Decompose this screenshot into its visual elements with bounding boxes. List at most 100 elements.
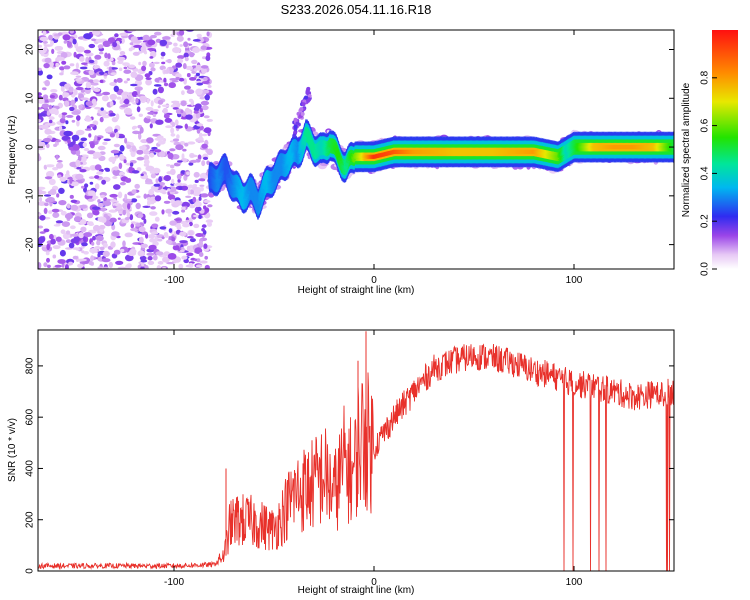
noise-speckle bbox=[94, 59, 98, 65]
noise-speckle bbox=[50, 40, 54, 46]
noise-speckle bbox=[79, 66, 88, 70]
noise-speckle bbox=[81, 62, 88, 65]
noise-speckle bbox=[72, 255, 79, 260]
noise-speckle bbox=[159, 226, 167, 230]
noise-speckle bbox=[74, 216, 82, 222]
noise-speckle bbox=[124, 232, 133, 238]
noise-speckle bbox=[38, 186, 46, 190]
noise-speckle bbox=[99, 51, 104, 55]
noise-speckle bbox=[110, 241, 116, 248]
noise-speckle bbox=[75, 46, 85, 53]
noise-speckle bbox=[199, 184, 205, 187]
noise-speckle bbox=[99, 116, 104, 123]
noise-speckle bbox=[48, 104, 53, 110]
noise-speckle bbox=[64, 83, 70, 89]
noise-speckle bbox=[95, 38, 104, 43]
noise-speckle bbox=[123, 159, 127, 164]
noise-speckle bbox=[61, 114, 66, 119]
noise-speckle bbox=[146, 252, 155, 256]
y-tick-label: 800 bbox=[25, 357, 36, 374]
noise-speckle bbox=[166, 164, 171, 167]
colorbar-tick-label: 0.4 bbox=[700, 166, 711, 180]
noise-speckle bbox=[164, 118, 172, 123]
noise-speckle bbox=[201, 81, 210, 85]
noise-speckle bbox=[188, 162, 194, 166]
noise-speckle bbox=[72, 144, 80, 151]
x-tick-label: 100 bbox=[566, 577, 583, 588]
noise-speckle bbox=[198, 214, 202, 219]
noise-speckle bbox=[109, 82, 117, 86]
noise-speckle bbox=[181, 201, 190, 208]
noise-speckle bbox=[108, 261, 114, 268]
y-tick-label: 400 bbox=[25, 460, 36, 477]
noise-speckle bbox=[130, 150, 136, 158]
noise-speckle bbox=[184, 142, 189, 147]
noise-speckle bbox=[52, 167, 59, 171]
noise-speckle bbox=[150, 100, 154, 107]
noise-speckle bbox=[108, 66, 112, 73]
noise-speckle bbox=[88, 69, 95, 76]
noise-speckle bbox=[178, 186, 183, 191]
noise-speckle bbox=[206, 160, 210, 166]
noise-speckle bbox=[144, 265, 149, 269]
noise-speckle bbox=[196, 258, 201, 263]
noise-speckle bbox=[138, 61, 142, 66]
noise-speckle bbox=[78, 258, 87, 262]
snr-series bbox=[38, 331, 674, 571]
noise-speckle bbox=[64, 100, 70, 107]
noise-speckle bbox=[102, 141, 108, 146]
noise-speckle bbox=[102, 91, 111, 96]
noise-speckle bbox=[152, 167, 161, 174]
noise-speckle bbox=[199, 260, 208, 264]
noise-speckle bbox=[119, 32, 129, 36]
noise-speckle bbox=[75, 247, 80, 251]
noise-speckle bbox=[92, 30, 101, 36]
noise-speckle bbox=[163, 77, 167, 83]
noise-speckle bbox=[180, 249, 185, 252]
noise-speckle bbox=[154, 31, 162, 36]
noise-speckle bbox=[179, 44, 183, 47]
noise-speckle bbox=[113, 85, 120, 93]
noise-speckle bbox=[154, 216, 160, 222]
noise-speckle bbox=[131, 145, 137, 152]
noise-speckle bbox=[195, 64, 202, 71]
noise-speckle bbox=[153, 61, 160, 65]
noise-speckle bbox=[111, 231, 120, 237]
noise-speckle bbox=[50, 89, 58, 93]
noise-speckle bbox=[61, 221, 71, 228]
noise-speckle bbox=[53, 143, 58, 147]
colorbar-label: Normalized spectral amplitude bbox=[681, 82, 692, 217]
noise-speckle bbox=[60, 210, 67, 216]
noise-speckle bbox=[189, 238, 196, 243]
noise-speckle bbox=[58, 94, 63, 101]
noise-speckle bbox=[55, 154, 59, 160]
noise-speckle bbox=[94, 106, 101, 110]
ridge-wisp bbox=[299, 107, 304, 112]
noise-speckle bbox=[165, 208, 173, 214]
noise-speckle bbox=[120, 104, 129, 108]
noise-speckle bbox=[141, 65, 147, 72]
noise-speckle bbox=[74, 97, 78, 102]
noise-speckle bbox=[130, 71, 138, 78]
noise-speckle bbox=[68, 86, 74, 93]
noise-speckle bbox=[91, 241, 95, 246]
noise-speckle bbox=[169, 78, 178, 81]
noise-speckle bbox=[143, 159, 150, 165]
noise-speckle bbox=[192, 184, 198, 187]
noise-speckle bbox=[189, 77, 197, 81]
noise-speckle bbox=[84, 117, 92, 122]
noise-speckle bbox=[189, 205, 196, 209]
noise-speckle bbox=[75, 173, 84, 180]
noise-speckle bbox=[204, 255, 208, 260]
noise-speckle bbox=[187, 37, 191, 41]
noise-speckle bbox=[138, 113, 143, 118]
noise-speckle bbox=[181, 255, 188, 260]
noise-speckle bbox=[64, 213, 74, 220]
noise-speckle bbox=[94, 164, 102, 171]
noise-speckle bbox=[109, 133, 115, 138]
noise-speckle bbox=[140, 259, 148, 263]
noise-speckle bbox=[134, 183, 140, 189]
noise-speckle bbox=[105, 168, 110, 172]
noise-speckle bbox=[93, 79, 100, 83]
